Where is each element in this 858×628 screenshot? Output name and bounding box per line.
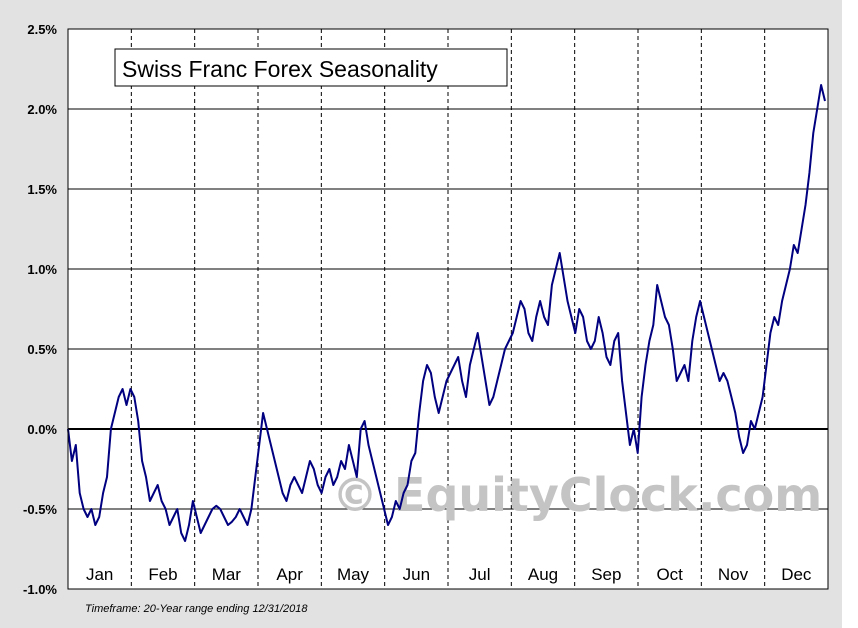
x-tick-label: May — [337, 565, 370, 584]
horizontal-grid — [68, 108, 828, 510]
y-tick-label: 1.5% — [27, 182, 57, 197]
y-tick-label: 0.0% — [27, 422, 57, 437]
series-line — [67, 84, 826, 542]
title-box — [114, 48, 508, 87]
y-tick-label: -1.0% — [23, 582, 57, 597]
timeframe-footnote: Timeframe: 20-Year range ending 12/31/20… — [85, 603, 308, 615]
y-tick-label: 1.0% — [27, 262, 57, 277]
y-tick-label: 2.5% — [27, 22, 57, 37]
x-tick-label: Mar — [212, 565, 242, 584]
x-tick-label: Nov — [718, 565, 749, 584]
y-tick-label: 2.0% — [27, 102, 57, 117]
x-tick-label: Feb — [148, 565, 177, 584]
x-tick-label: Apr — [276, 565, 303, 584]
y-tick-label: 0.5% — [27, 342, 57, 357]
chart-title: Swiss Franc Forex Seasonality — [122, 56, 438, 82]
x-tick-label: Jun — [403, 565, 430, 584]
x-tick-label: Jul — [469, 565, 491, 584]
y-axis-ticks: 2.5% 2.0% 1.5% 1.0% 0.5% 0.0% -0.5% -1.0% — [23, 22, 57, 597]
vertical-grid — [130, 29, 766, 589]
x-tick-label: Jan — [86, 565, 113, 584]
x-tick-label: Oct — [656, 565, 683, 584]
x-tick-label: Dec — [781, 565, 812, 584]
plot-border — [67, 28, 829, 590]
x-tick-label: Sep — [591, 565, 621, 584]
x-tick-label: Aug — [528, 565, 558, 584]
watermark: © EquityClock.com — [332, 468, 822, 522]
y-tick-label: -0.5% — [23, 502, 57, 517]
x-axis-ticks: Jan Feb Mar Apr May Jun Jul Aug Sep Oct Nov Dec — [86, 565, 812, 584]
